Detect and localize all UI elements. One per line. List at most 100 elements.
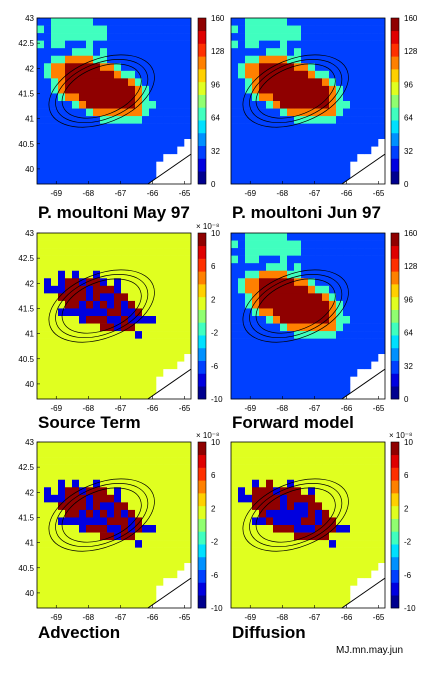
colorbar-segment bbox=[391, 158, 399, 172]
heatmap-cell bbox=[121, 48, 129, 57]
heatmap-cell bbox=[371, 255, 379, 264]
heatmap-cell bbox=[44, 85, 52, 94]
heatmap-cell bbox=[266, 502, 274, 511]
heatmap-cell bbox=[128, 525, 136, 533]
heatmap-cell bbox=[336, 323, 344, 332]
heatmap-cell bbox=[135, 33, 143, 41]
heatmap-cell bbox=[322, 517, 330, 526]
heatmap-cell bbox=[336, 263, 344, 272]
colorbar-segment bbox=[391, 43, 399, 57]
heatmap-cell bbox=[245, 240, 253, 249]
heatmap-cell bbox=[343, 472, 351, 481]
heatmap-cell bbox=[37, 278, 45, 287]
heatmap-cell bbox=[287, 555, 295, 564]
heatmap-cell bbox=[135, 383, 143, 392]
heatmap-cell bbox=[266, 540, 274, 548]
colorbar-segment bbox=[198, 531, 206, 545]
heatmap-cell bbox=[65, 176, 73, 185]
heatmap-cell bbox=[142, 233, 150, 241]
heatmap-cell bbox=[51, 525, 59, 533]
heatmap-cell bbox=[149, 464, 157, 473]
colorbar-segment bbox=[391, 454, 399, 468]
heatmap-cell bbox=[58, 353, 66, 362]
heatmap-cell bbox=[336, 361, 344, 370]
heatmap-cell bbox=[238, 131, 246, 140]
heatmap-cell bbox=[170, 562, 178, 571]
heatmap-cell bbox=[100, 93, 108, 102]
heatmap-cell bbox=[273, 153, 281, 162]
heatmap-cell bbox=[135, 270, 143, 279]
heatmap-cell bbox=[79, 255, 87, 264]
heatmap-cell bbox=[301, 442, 309, 450]
heatmap-cell bbox=[79, 532, 87, 541]
heatmap-cell bbox=[364, 285, 372, 294]
heatmap-cell bbox=[371, 308, 379, 317]
heatmap-cell bbox=[287, 353, 295, 362]
heatmap-cell bbox=[37, 361, 45, 370]
heatmap-cell bbox=[357, 472, 365, 481]
heatmap-cell bbox=[142, 70, 150, 79]
heatmap-cell bbox=[93, 479, 101, 488]
heatmap-cell bbox=[135, 131, 143, 140]
heatmap-cell bbox=[114, 540, 122, 548]
heatmap-cell bbox=[58, 316, 66, 324]
heatmap-cell bbox=[121, 146, 129, 155]
heatmap-cell bbox=[72, 70, 80, 79]
heatmap-cell bbox=[86, 383, 94, 392]
heatmap-cell bbox=[308, 308, 316, 317]
heatmap-cell bbox=[170, 547, 178, 556]
heatmap-cell bbox=[315, 316, 323, 324]
colorbar-tick-label: 0 bbox=[404, 395, 409, 404]
heatmap-cell bbox=[364, 338, 372, 347]
heatmap-cell bbox=[322, 525, 330, 533]
heatmap-cell bbox=[343, 449, 351, 458]
heatmap-cell bbox=[86, 316, 94, 324]
heatmap-cell bbox=[58, 383, 66, 392]
x-tick-label: -69 bbox=[244, 189, 256, 198]
heatmap-cell bbox=[350, 472, 358, 481]
heatmap-cell bbox=[114, 278, 122, 287]
heatmap-cell bbox=[44, 233, 52, 241]
heatmap-cell bbox=[287, 270, 295, 279]
heatmap-cell bbox=[114, 517, 122, 526]
heatmap-cell bbox=[280, 391, 288, 400]
heatmap-cell bbox=[231, 517, 239, 526]
heatmap-cell bbox=[149, 502, 157, 511]
heatmap-cell bbox=[58, 525, 66, 533]
heatmap-cell bbox=[37, 233, 45, 241]
colorbar-segment bbox=[198, 171, 206, 185]
heatmap-cell bbox=[315, 40, 323, 49]
heatmap-cell bbox=[65, 479, 73, 488]
heatmap-cell bbox=[259, 368, 267, 377]
heatmap-cell bbox=[170, 338, 178, 347]
heatmap-cell bbox=[280, 233, 288, 241]
heatmap-cell bbox=[65, 255, 73, 264]
heatmap-cell bbox=[371, 33, 379, 41]
heatmap-cell bbox=[371, 323, 379, 332]
heatmap-cell bbox=[72, 502, 80, 511]
heatmap-cell bbox=[142, 153, 150, 162]
y-tick-label: 41 bbox=[25, 539, 34, 548]
heatmap-cell bbox=[273, 78, 281, 87]
heatmap-cell bbox=[79, 472, 87, 481]
heatmap-cell bbox=[329, 331, 337, 339]
heatmap-cell bbox=[79, 25, 87, 34]
heatmap-cell bbox=[329, 383, 337, 392]
heatmap-cell bbox=[315, 25, 323, 34]
heatmap-cell bbox=[37, 116, 45, 124]
heatmap-cell bbox=[142, 116, 150, 124]
heatmap-cell bbox=[294, 494, 302, 503]
heatmap-cell bbox=[65, 368, 73, 377]
heatmap-cell bbox=[287, 323, 295, 332]
heatmap-cell bbox=[100, 487, 108, 496]
heatmap-cell bbox=[378, 18, 386, 26]
heatmap-cell bbox=[336, 585, 344, 594]
heatmap-cell bbox=[273, 540, 281, 548]
heatmap-cell bbox=[44, 153, 52, 162]
heatmap-cell bbox=[135, 278, 143, 287]
heatmap-cell bbox=[121, 502, 129, 511]
heatmap-cell bbox=[58, 509, 66, 518]
heatmap-cell bbox=[128, 449, 136, 458]
heatmap-cell bbox=[364, 346, 372, 355]
